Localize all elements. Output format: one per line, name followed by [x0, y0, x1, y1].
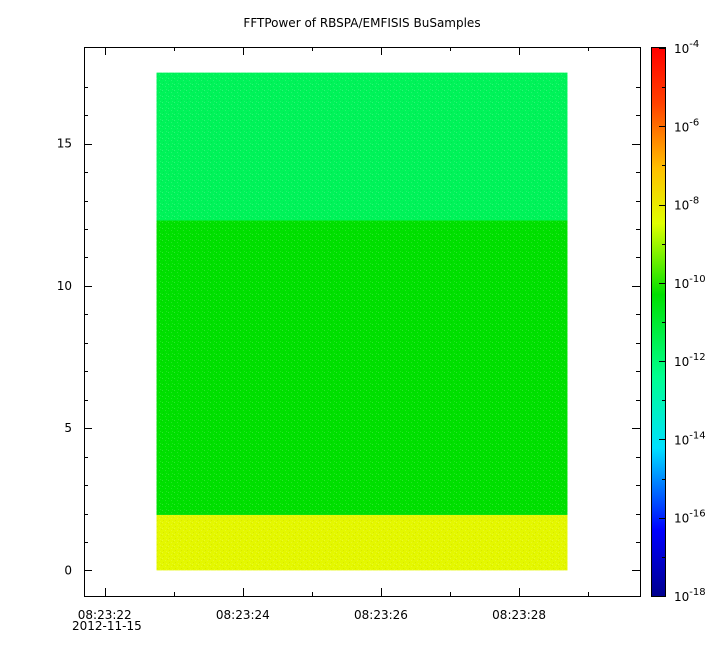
y-tick-label-0: 0 — [64, 563, 72, 577]
colorbar-gradient — [652, 48, 665, 596]
y-axis: 0 5 10 15 — [57, 87, 640, 577]
x-tick-label-2: 08:23:26 — [354, 608, 408, 622]
x-tick-label-0: 08:23:22 — [78, 608, 132, 622]
colorbar: 10-4 10-6 10-8 10-10 10-12 10-14 10-16 10-18 — [651, 39, 706, 604]
noise-texture — [156, 72, 568, 571]
x-axis-date-label: 2012-11-15 — [72, 619, 142, 633]
y-tick-label-1: 5 — [64, 421, 72, 435]
colorbar-label-7: 10-18 — [674, 587, 706, 604]
x-axis: 08:23:22 08:23:24 08:23:26 08:23:28 — [78, 47, 589, 622]
colorbar-label-0: 10-4 — [674, 39, 699, 56]
y-tick-label-2: 10 — [57, 279, 72, 293]
colorbar-label-4: 10-12 — [674, 352, 706, 369]
colorbar-ticks: 10-4 10-6 10-8 10-10 10-12 10-14 10-16 10-18 — [659, 39, 706, 604]
colorbar-frame — [651, 47, 666, 597]
x-tick-label-3: 08:23:28 — [492, 608, 546, 622]
colorbar-label-3: 10-10 — [674, 274, 706, 291]
chart-title: FFTPower of RBSPA/EMFISIS BuSamples — [243, 16, 481, 30]
plot-frame — [84, 47, 641, 597]
x-tick-label-1: 08:23:24 — [216, 608, 270, 622]
colorbar-label-5: 10-14 — [674, 430, 706, 447]
colorbar-label-6: 10-16 — [674, 509, 706, 526]
y-tick-label-3: 15 — [57, 137, 72, 151]
colorbar-label-1: 10-6 — [674, 117, 699, 134]
colorbar-label-2: 10-8 — [674, 196, 699, 213]
